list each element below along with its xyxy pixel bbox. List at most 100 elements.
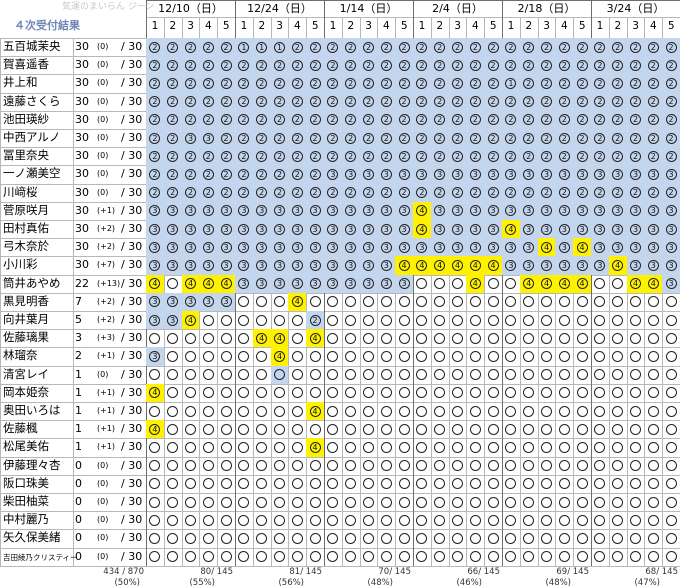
member-delta: (+3) (97, 333, 116, 343)
empty-slot-mark (220, 369, 232, 381)
member-total: / 30 (121, 40, 143, 53)
slot-cell: 2 (306, 129, 324, 148)
ticket-count-mark: 2 (273, 150, 285, 162)
empty-slot-mark (451, 405, 463, 417)
ticket-count-mark: 2 (256, 96, 268, 108)
slot-cell: 3 (626, 220, 645, 239)
ticket-count-mark: 2 (291, 59, 303, 71)
member-count: 3 (75, 331, 82, 345)
slot-cell (627, 420, 645, 438)
slot-cell: 2 (573, 92, 591, 111)
slot-cell: 2 (466, 56, 485, 75)
slot-cell: 3 (146, 292, 164, 311)
ticket-count-mark: 2 (167, 41, 179, 53)
ticket-count-mark: 3 (149, 241, 161, 253)
slot-cell (520, 311, 538, 329)
empty-slot-mark (594, 405, 606, 417)
ticket-count-mark: 3 (202, 259, 214, 271)
slot-cell (342, 438, 360, 456)
ticket-count-mark: 2 (576, 59, 588, 71)
ticket-count-mark: 2 (149, 187, 161, 199)
member-delta: (+2) (97, 315, 116, 324)
empty-slot-mark (416, 387, 428, 399)
slot-cell (466, 402, 484, 420)
slot-cell: 2 (395, 38, 413, 57)
ticket-count-mark: 3 (629, 241, 641, 253)
slot-cell (164, 275, 182, 293)
empty-slot-mark (345, 478, 357, 490)
slot-cell (431, 275, 449, 293)
ticket-count-mark: 2 (558, 132, 570, 144)
ticket-count-mark: 2 (380, 77, 392, 89)
slot-cell: 2 (199, 56, 218, 75)
ticket-count-mark: 2 (416, 114, 428, 126)
member-count: 0 (75, 476, 82, 490)
slot-cell: 2 (502, 92, 520, 111)
slot-number-4-3: 3 (454, 20, 461, 32)
member-name: 阪口珠美 (3, 475, 49, 490)
slot-cell: 2 (448, 92, 467, 111)
member-name: 菅原咲月 (3, 202, 49, 217)
empty-slot-mark (362, 514, 374, 526)
grid-line-h (0, 474, 680, 476)
slot-cell: 4 (146, 274, 164, 293)
slot-number-6-5: 5 (667, 20, 675, 32)
empty-slot-mark (398, 460, 410, 472)
slot-cell (413, 475, 431, 493)
slot-cell (288, 493, 306, 511)
slot-cell: 2 (662, 56, 680, 75)
slot-cell: 3 (626, 256, 645, 275)
slot-cell (413, 548, 431, 566)
slot-cell: 4 (644, 274, 663, 293)
slot-cell: 3 (466, 165, 485, 184)
member-total: / 30 (121, 58, 143, 72)
slot-cell: 2 (235, 147, 253, 166)
slot-cell: 2 (484, 129, 502, 148)
slot-cell: 4 (484, 256, 502, 275)
member-delta: (0) (97, 369, 109, 379)
ticket-count-mark: 4 (505, 223, 517, 235)
slot-cell (182, 511, 200, 529)
ticket-count-mark: 2 (398, 150, 410, 162)
slot-cell: 3 (181, 129, 200, 148)
slot-cell: 2 (146, 165, 164, 184)
ticket-count-mark: 2 (558, 114, 570, 126)
ticket-count-mark: 3 (540, 259, 552, 271)
slot-cell: 2 (448, 147, 467, 166)
slot-cell: 2 (395, 56, 413, 75)
ticket-count-mark: 2 (256, 114, 268, 126)
slot-cell (199, 438, 217, 456)
empty-slot-mark (380, 551, 392, 563)
slot-cell: 2 (430, 56, 449, 75)
empty-slot-mark (629, 460, 641, 472)
slot-cell (395, 420, 413, 438)
slot-cell (235, 420, 253, 438)
ticket-count-mark: 2 (576, 96, 588, 108)
slot-cell: 3 (199, 220, 218, 239)
ticket-count-mark: 3 (612, 205, 624, 217)
slot-cell: 2 (377, 129, 396, 148)
empty-slot-mark (167, 478, 179, 490)
member-total: / 30 (121, 185, 143, 199)
slot-cell: 3 (359, 274, 378, 293)
slot-cell (199, 529, 217, 547)
ticket-count-mark: 2 (149, 41, 161, 53)
empty-slot-mark (184, 423, 196, 435)
empty-slot-mark (309, 387, 321, 399)
slot-cell: 2 (217, 110, 235, 129)
ticket-count-mark: 2 (434, 150, 446, 162)
slot-cell (484, 438, 502, 456)
member-name: 遠藤さくら (3, 93, 61, 108)
slot-cell (502, 548, 520, 566)
slot-cell: 3 (395, 274, 413, 293)
grid-line-h (0, 511, 680, 513)
empty-slot-mark (540, 350, 552, 362)
slot-cell: 3 (235, 256, 253, 275)
slot-cell: 2 (430, 38, 449, 57)
ticket-count-mark: 2 (167, 187, 179, 199)
slot-cell (395, 457, 413, 475)
slot-cell (199, 384, 217, 402)
ticket-count-mark: 2 (665, 187, 677, 199)
empty-slot-mark (451, 296, 463, 308)
empty-slot-mark (523, 314, 535, 326)
